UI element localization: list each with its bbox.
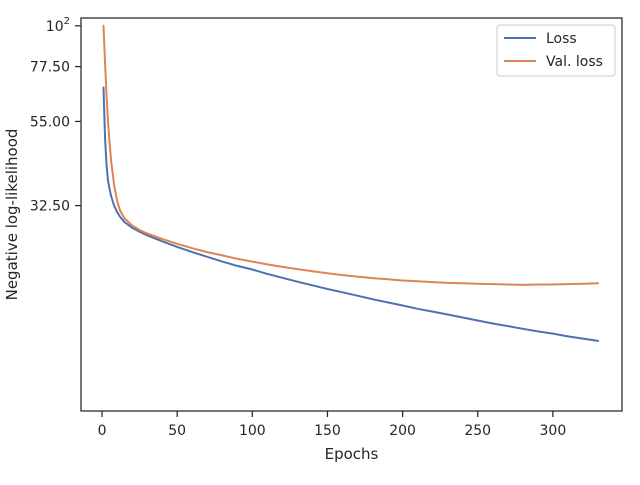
y-axis: 102 77.50 55.00 32.50 bbox=[30, 16, 81, 215]
plot-background bbox=[81, 18, 622, 411]
series-layer bbox=[102, 24, 599, 342]
x-axis-label: Epochs bbox=[325, 445, 379, 463]
plot-frame bbox=[80, 17, 623, 412]
x-tick-label: 300 bbox=[540, 423, 567, 439]
legend-label-val-loss: Val. loss bbox=[546, 54, 603, 70]
y-tick-label: 55.00 bbox=[30, 114, 70, 130]
x-axis: 0 50 100 150 200 250 300 bbox=[98, 411, 567, 439]
y-tick-label: 32.50 bbox=[30, 199, 70, 215]
x-tick-label: 150 bbox=[314, 423, 341, 439]
x-tick-label: 0 bbox=[98, 423, 107, 439]
x-tick-label: 250 bbox=[464, 423, 491, 439]
x-tick-label: 200 bbox=[389, 423, 416, 439]
x-tick-label: 50 bbox=[168, 423, 186, 439]
series-line-loss bbox=[102, 86, 599, 342]
y-tick-label: 102 bbox=[46, 16, 70, 35]
y-tick-label: 77.50 bbox=[30, 60, 70, 76]
legend: Loss Val. loss bbox=[496, 24, 616, 77]
series-line-val-loss bbox=[102, 24, 599, 286]
legend-label-loss: Loss bbox=[546, 31, 577, 47]
y-axis-label: Negative log-likelihood bbox=[3, 129, 21, 301]
x-tick-label: 100 bbox=[239, 423, 266, 439]
